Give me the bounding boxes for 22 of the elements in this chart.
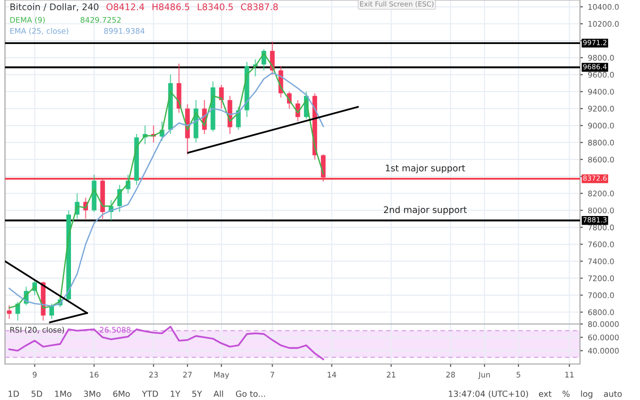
text: 5Y bbox=[192, 390, 202, 397]
text: YTD bbox=[142, 390, 158, 397]
annotation: C8387.8 bbox=[241, 3, 278, 10]
text: 1D bbox=[8, 390, 19, 397]
annotation: O8412.4 bbox=[106, 3, 144, 10]
text: Go to... bbox=[236, 390, 265, 397]
text: log bbox=[581, 390, 592, 399]
annotation: 1st major support bbox=[386, 164, 466, 174]
text: auto bbox=[604, 390, 622, 397]
text: 1Y bbox=[170, 390, 180, 397]
text: % bbox=[562, 390, 570, 397]
text: 13:47:04 (UTC+10) bbox=[448, 390, 528, 398]
chart-title: Bitcoin / Dollar, 240 bbox=[10, 3, 98, 12]
text: 1Mo bbox=[55, 390, 72, 397]
text: ext bbox=[538, 390, 552, 397]
text: All bbox=[214, 390, 224, 397]
annotation: L8340.5 bbox=[198, 3, 233, 10]
annotation: 2nd major support bbox=[384, 206, 467, 215]
text: 6Mo bbox=[113, 390, 130, 397]
text: 5D bbox=[32, 390, 42, 397]
text: 3Mo bbox=[84, 390, 100, 397]
annotation: H8486.5 bbox=[152, 3, 190, 10]
